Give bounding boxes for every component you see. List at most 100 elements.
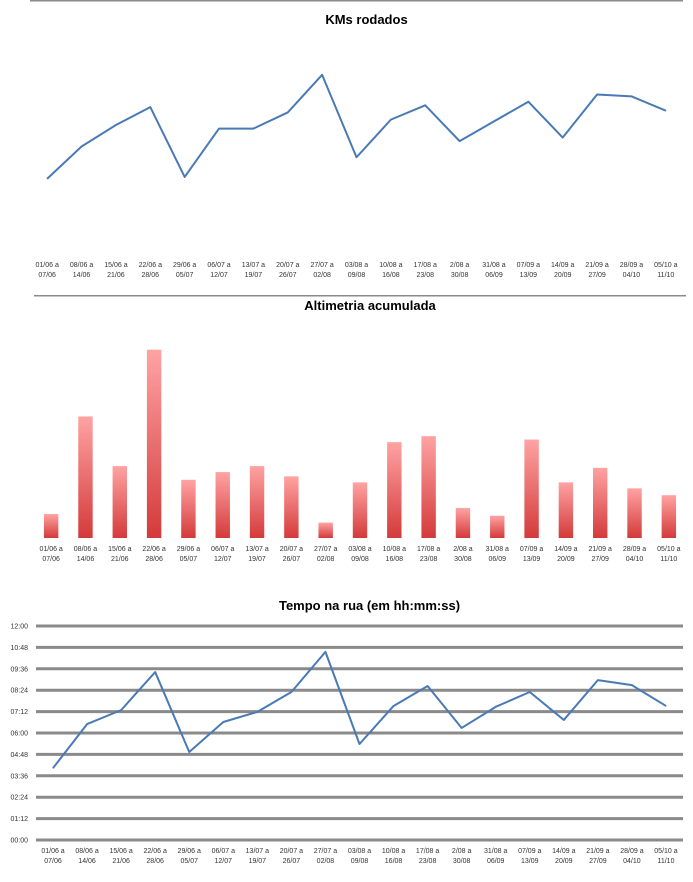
x-tick-label: 04/10: [626, 556, 644, 563]
chart-title: KMs rodados: [325, 12, 407, 27]
x-tick-label: 28/09 a: [620, 262, 643, 269]
x-tick-label: 30/08: [451, 272, 469, 279]
x-tick-label: 27/09: [591, 556, 609, 563]
x-tick-label: 21/06: [107, 272, 125, 279]
x-tick-label: 13/09: [520, 272, 538, 279]
data-point: [424, 104, 426, 106]
x-tick-label: 20/09: [554, 272, 572, 279]
data-point: [390, 119, 392, 121]
x-tick-label: 07/06: [42, 556, 60, 563]
y-tick-label: 02:24: [10, 795, 28, 802]
bar: [215, 472, 230, 538]
x-tick-label: 20/07 a: [280, 546, 303, 553]
x-tick-label: 14/09 a: [554, 546, 577, 553]
bar: [661, 495, 677, 538]
x-tick-label: 06/07 a: [211, 546, 234, 553]
x-tick-label: 20/09: [555, 858, 573, 865]
x-tick-label: 30/08: [454, 556, 472, 563]
x-tick-label: 16/08: [386, 556, 404, 563]
x-tick-label: 15/06 a: [108, 546, 131, 553]
x-tick-label: 31/08 a: [484, 848, 507, 855]
y-tick-label: 01:12: [10, 816, 28, 823]
x-tick-label: 17/08 a: [416, 848, 439, 855]
x-tick-label: 27/09: [588, 272, 606, 279]
x-tick-label: 14/09 a: [551, 262, 574, 269]
x-tick-label: 05/10 a: [657, 546, 680, 553]
x-tick-label: 03/08 a: [348, 546, 371, 553]
x-tick-label: 23/08: [419, 858, 437, 865]
data-point: [356, 156, 357, 158]
data-point: [184, 176, 186, 178]
bar: [593, 467, 608, 538]
y-tick-label: 2000: [10, 295, 26, 297]
x-tick-label: 20/07 a: [276, 262, 299, 269]
y-tick-label: 0: [22, 295, 26, 297]
x-tick-label: 13/07 a: [245, 546, 268, 553]
y-tick-label: 09:36: [10, 666, 28, 673]
y-tick-label: 0: [18, 0, 22, 2]
x-tick-label: 29/06 a: [178, 848, 201, 855]
x-tick-label: 09/08: [348, 272, 366, 279]
data-point: [256, 711, 258, 713]
y-tick-label: 120: [10, 0, 22, 2]
bar: [387, 442, 402, 538]
x-tick-label: 21/09 a: [589, 546, 612, 553]
x-tick-label: 28/09 a: [623, 546, 646, 553]
x-tick-label: 20/09: [557, 556, 575, 563]
data-point: [393, 705, 395, 707]
data-point: [529, 691, 531, 693]
y-tick-label: 03:36: [10, 773, 28, 780]
x-tick-label: 13/07 a: [242, 262, 265, 269]
x-tick-label: 08/06 a: [70, 262, 93, 269]
bar: [249, 466, 265, 538]
x-tick-label: 27/07 a: [314, 546, 337, 553]
x-tick-label: 06/07 a: [207, 262, 230, 269]
data-point: [665, 110, 667, 112]
x-tick-label: 16/08: [382, 272, 400, 279]
bar: [524, 439, 539, 538]
data-point: [665, 705, 667, 707]
x-tick-label: 15/06 a: [104, 262, 127, 269]
x-tick-label: 08/06 a: [75, 848, 98, 855]
x-tick-label: 03/08 a: [348, 848, 371, 855]
data-point: [149, 106, 151, 108]
x-tick-label: 31/08 a: [482, 262, 505, 269]
data-point: [427, 685, 429, 687]
bar: [43, 514, 59, 538]
y-tick-label: 1500: [10, 295, 26, 297]
data-point: [222, 721, 224, 723]
x-tick-label: 03/08 a: [345, 262, 368, 269]
x-tick-label: 12/07: [210, 272, 228, 279]
x-tick-label: 14/06: [77, 556, 95, 563]
data-point: [52, 767, 54, 769]
y-tick-label: 80: [14, 0, 22, 2]
chart-altimetria-acumulada: Altimetria acumulada 05001000150020002500…: [10, 295, 686, 563]
x-tick-label: 21/09 a: [585, 262, 608, 269]
x-tick-label: 30/08: [453, 858, 471, 865]
x-tick-label: 22/06 a: [142, 546, 165, 553]
x-tick-label: 13/09: [521, 858, 539, 865]
x-tick-label: 27/07 a: [314, 848, 337, 855]
data-point: [461, 727, 463, 729]
bar: [455, 508, 471, 538]
x-tick-label: 11/10: [657, 858, 674, 865]
chart-title: Altimetria acumulada: [304, 298, 436, 313]
x-tick-label: 10/08 a: [379, 262, 402, 269]
series-line: [46, 73, 667, 180]
x-tick-label: 17/08 a: [417, 546, 440, 553]
x-tick-label: 19/07: [249, 858, 267, 865]
x-tick-label: 01/06 a: [41, 848, 64, 855]
x-tick-label: 27/07 a: [310, 262, 333, 269]
bar: [146, 349, 162, 538]
x-tick-label: 05/07: [176, 272, 194, 279]
x-tick-label: 11/10: [660, 556, 677, 563]
x-tick-label: 31/08 a: [486, 546, 509, 553]
bar: [112, 466, 127, 538]
x-tick-label: 23/08: [420, 556, 438, 563]
x-tick-label: 01/06 a: [36, 262, 59, 269]
x-tick-label: 28/06: [145, 556, 163, 563]
data-point: [630, 95, 632, 97]
x-tick-label: 02/08: [317, 556, 335, 563]
data-point: [86, 723, 88, 725]
x-tick-label: 16/08: [385, 858, 403, 865]
